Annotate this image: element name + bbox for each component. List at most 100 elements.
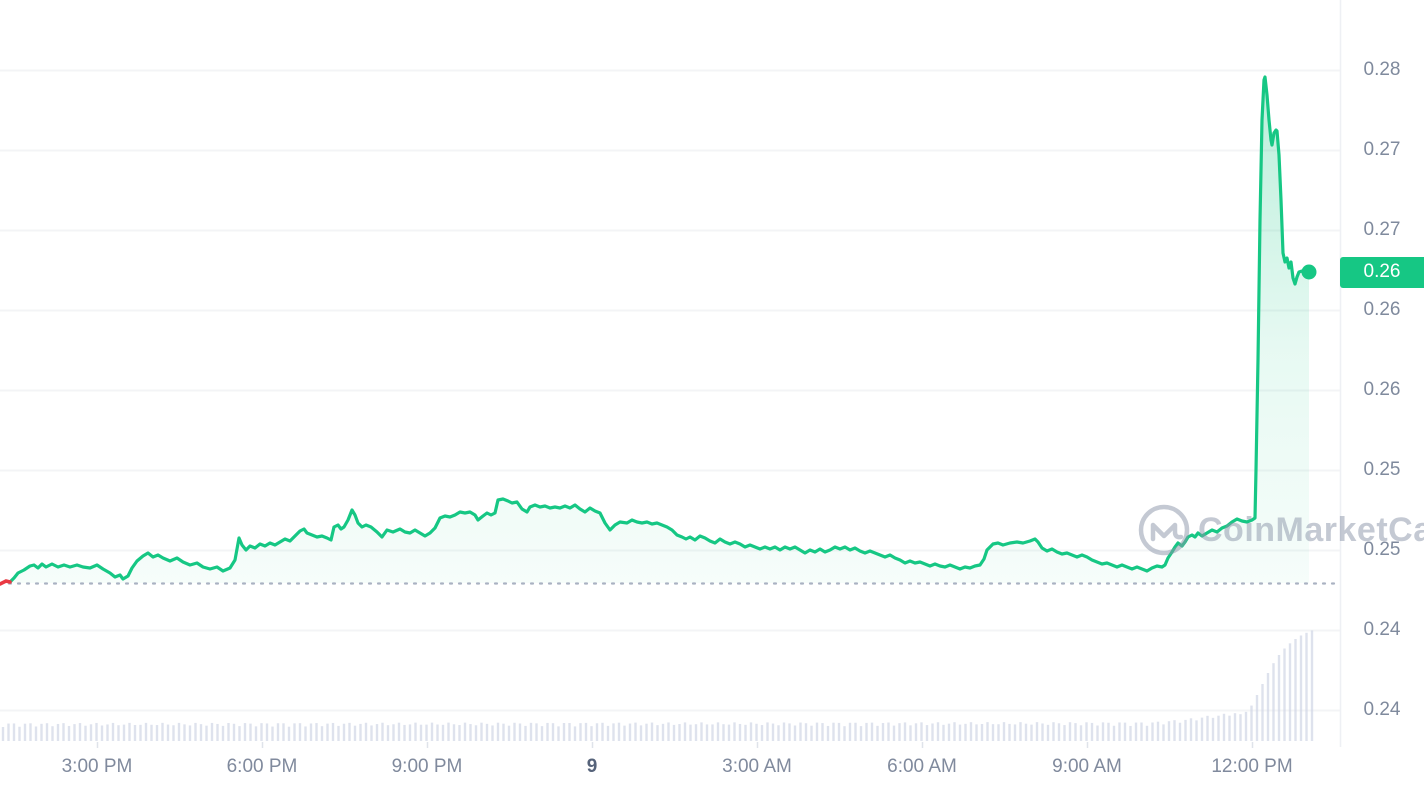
volume-bar bbox=[843, 726, 846, 741]
volume-bar bbox=[826, 725, 830, 741]
volume-bar bbox=[892, 725, 896, 741]
volume-bar bbox=[689, 724, 692, 741]
volume-bar bbox=[254, 726, 258, 741]
volume-bar bbox=[199, 724, 203, 741]
volume-bar bbox=[408, 724, 412, 741]
volume-bar bbox=[210, 722, 214, 741]
volume-bar bbox=[463, 722, 467, 741]
volume-bar bbox=[1272, 663, 1275, 741]
volume-bar bbox=[34, 726, 38, 741]
volume-bar bbox=[1096, 725, 1099, 741]
volume-bar bbox=[51, 726, 54, 741]
volume-bar bbox=[1178, 722, 1182, 741]
volume-bar bbox=[1239, 714, 1242, 741]
volume-bar bbox=[397, 722, 401, 741]
volume-bar bbox=[485, 723, 489, 741]
volume-bar bbox=[89, 724, 93, 741]
volume-bar bbox=[936, 722, 940, 741]
volume-bar bbox=[738, 723, 742, 741]
volume-bar bbox=[276, 723, 280, 741]
current-price-dot bbox=[1301, 264, 1317, 280]
volume-bar bbox=[194, 722, 197, 741]
volume-bar bbox=[568, 723, 571, 741]
volume-bar bbox=[1173, 720, 1176, 741]
x-axis-label: 12:00 PM bbox=[1211, 756, 1293, 777]
volume-bar bbox=[804, 723, 808, 741]
volume-bar bbox=[304, 726, 307, 741]
volume-bar bbox=[1310, 630, 1314, 741]
volume-bar bbox=[331, 722, 335, 741]
volume-bar bbox=[639, 725, 643, 741]
volume-bar bbox=[298, 723, 302, 741]
volume-bar bbox=[1288, 643, 1292, 741]
volume-bar bbox=[1035, 722, 1039, 741]
volume-bar bbox=[1151, 722, 1154, 741]
volume-bar bbox=[458, 725, 461, 741]
volume-bar bbox=[590, 726, 593, 741]
volume-bar bbox=[436, 724, 439, 741]
volume-bar bbox=[177, 722, 181, 741]
volume-bar bbox=[810, 725, 813, 741]
y-axis-label: 0.28 bbox=[1363, 59, 1401, 80]
volume-bar bbox=[980, 724, 984, 741]
volume-bar bbox=[309, 723, 313, 741]
volume-bar bbox=[870, 722, 874, 741]
volume-bar bbox=[1074, 723, 1077, 741]
volume-bar bbox=[1057, 723, 1061, 741]
volume-bar bbox=[1107, 722, 1110, 741]
volume-bar bbox=[711, 724, 714, 741]
volume-bar bbox=[1244, 711, 1248, 741]
volume-bar bbox=[447, 722, 450, 741]
volume-bar bbox=[205, 725, 208, 741]
volume-bar bbox=[628, 723, 632, 741]
volume-bar bbox=[106, 724, 109, 741]
volume-bar bbox=[1085, 722, 1088, 741]
x-axis-label: 6:00 PM bbox=[226, 756, 298, 777]
volume-bar bbox=[375, 724, 379, 741]
volume-bar bbox=[45, 723, 49, 741]
volume-bar bbox=[678, 724, 681, 741]
volume-bar bbox=[694, 724, 698, 741]
volume-bar bbox=[887, 722, 890, 741]
volume-bar bbox=[1189, 718, 1193, 741]
volume-bar bbox=[172, 725, 175, 741]
volume-bar bbox=[1052, 722, 1055, 741]
volume-bar bbox=[529, 722, 533, 741]
volume-bar bbox=[117, 725, 120, 741]
volume-bar bbox=[491, 725, 494, 741]
volume-bar bbox=[216, 723, 219, 741]
volume-bar bbox=[18, 726, 21, 741]
x-axis-label: 9:00 PM bbox=[391, 756, 463, 777]
volume-bar bbox=[766, 722, 769, 741]
volume-bar bbox=[1002, 722, 1006, 741]
volume-bar bbox=[1123, 722, 1127, 741]
volume-bar bbox=[282, 723, 285, 741]
volume-bar bbox=[920, 722, 923, 741]
volume-bar bbox=[942, 724, 945, 741]
volume-bar bbox=[1162, 724, 1165, 741]
volume-bar bbox=[1250, 705, 1253, 741]
volume-bar bbox=[40, 723, 43, 741]
open-price-red-segment bbox=[0, 579, 12, 586]
volume-bar bbox=[139, 724, 142, 741]
volume-bar bbox=[821, 723, 824, 741]
volume-bar bbox=[1090, 722, 1094, 741]
volume-bar bbox=[100, 725, 104, 741]
volume-bar bbox=[914, 723, 918, 741]
volume-bar bbox=[1013, 724, 1017, 741]
volume-bar bbox=[1030, 724, 1033, 741]
volume-bar bbox=[727, 724, 731, 741]
volume-bar bbox=[221, 725, 225, 741]
volume-bar bbox=[958, 724, 962, 741]
volume-bar bbox=[78, 723, 82, 741]
volume-bar bbox=[1129, 725, 1132, 741]
volume-bar bbox=[749, 722, 753, 741]
volume-bar bbox=[419, 724, 423, 741]
volume-bar bbox=[441, 724, 445, 741]
volume-bar bbox=[232, 723, 236, 741]
volume-bar bbox=[991, 724, 995, 741]
volume-bar bbox=[672, 724, 676, 741]
x-axis-label-day: 9 bbox=[586, 756, 598, 777]
volume-bar bbox=[1294, 639, 1297, 741]
